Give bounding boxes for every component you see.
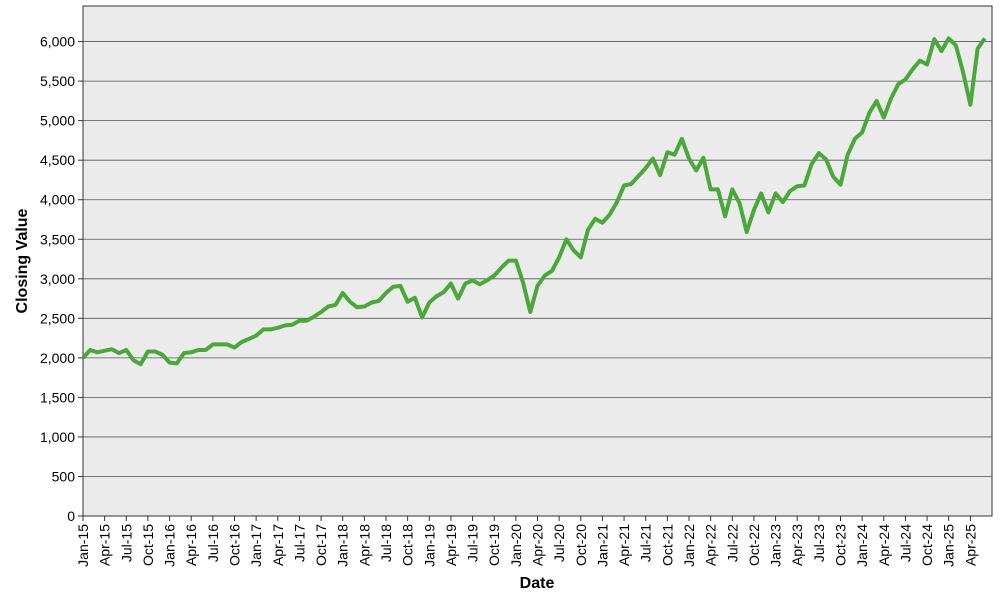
x-tick-label: Jan-24 [854,524,870,567]
y-tick-label: 1,000 [40,429,75,445]
x-tick-label: Jul-19 [465,524,481,562]
x-tick-label: Apr-16 [183,524,199,566]
x-tick-label: Oct-15 [140,524,156,566]
x-tick-label: Jan-17 [248,524,264,567]
x-tick-label: Jan-18 [335,524,351,567]
x-tick-label: Apr-20 [530,524,546,566]
x-tick-label: Jul-24 [897,524,913,562]
y-tick-label: 6,000 [40,34,75,50]
x-tick-label: Oct-17 [313,524,329,566]
x-tick-label: Jan-25 [941,524,957,567]
y-tick-label: 4,000 [40,192,75,208]
y-tick-label: 0 [67,508,75,524]
y-axis-title: Closing Value [14,208,31,313]
x-tick-label: Oct-24 [919,524,935,566]
plot-area [82,5,993,517]
y-tick-label: 5,000 [40,113,75,129]
x-tick-label: Jan-16 [162,524,178,567]
x-tick-label: Jul-18 [378,524,394,562]
x-tick-label: Jan-15 [75,524,91,567]
x-tick-label: Oct-23 [833,524,849,566]
x-tick-label: Apr-19 [443,524,459,566]
x-tick-label: Oct-22 [746,524,762,566]
x-tick-label: Jul-16 [205,524,221,562]
x-tick-label: Oct-19 [486,524,502,566]
x-tick-label: Apr-15 [97,524,113,566]
x-tick-label: Jan-23 [768,524,784,567]
x-tick-label: Jul-20 [551,524,567,562]
y-tick-label: 5,500 [40,73,75,89]
y-tick-label: 1,500 [40,389,75,405]
x-tick-label: Apr-21 [616,524,632,566]
x-tick-label: Oct-18 [400,524,416,566]
y-tick-label: 3,500 [40,231,75,247]
x-tick-label: Apr-22 [703,524,719,566]
x-tick-label: Apr-18 [356,524,372,566]
x-tick-label: Jul-22 [724,524,740,562]
y-tick-label: 2,000 [40,350,75,366]
y-tick-label: 3,000 [40,271,75,287]
x-tick-label: Jul-21 [638,524,654,562]
y-tick-label: 500 [52,468,76,484]
x-tick-label: Oct-16 [227,524,243,566]
x-tick-label: Jan-19 [421,524,437,567]
x-tick-label: Apr-24 [876,524,892,566]
x-tick-label: Jan-22 [681,524,697,567]
x-axis-title: Date [520,575,555,592]
x-tick-label: Jul-17 [291,524,307,562]
series-line [81,36,987,367]
x-tick-label: Apr-17 [270,524,286,566]
x-tick-label: Jan-20 [508,524,524,567]
x-tick-label: Jul-23 [811,524,827,562]
y-tick-label: 4,500 [40,152,75,168]
x-tick-label: Apr-25 [962,524,978,566]
x-tick-label: Oct-20 [573,524,589,566]
x-tick-label: Jul-15 [118,524,134,562]
y-tick-label: 2,500 [40,310,75,326]
x-tick-label: Jan-21 [594,524,610,567]
x-tick-label: Apr-23 [789,524,805,566]
x-tick-label: Oct-21 [659,524,675,566]
